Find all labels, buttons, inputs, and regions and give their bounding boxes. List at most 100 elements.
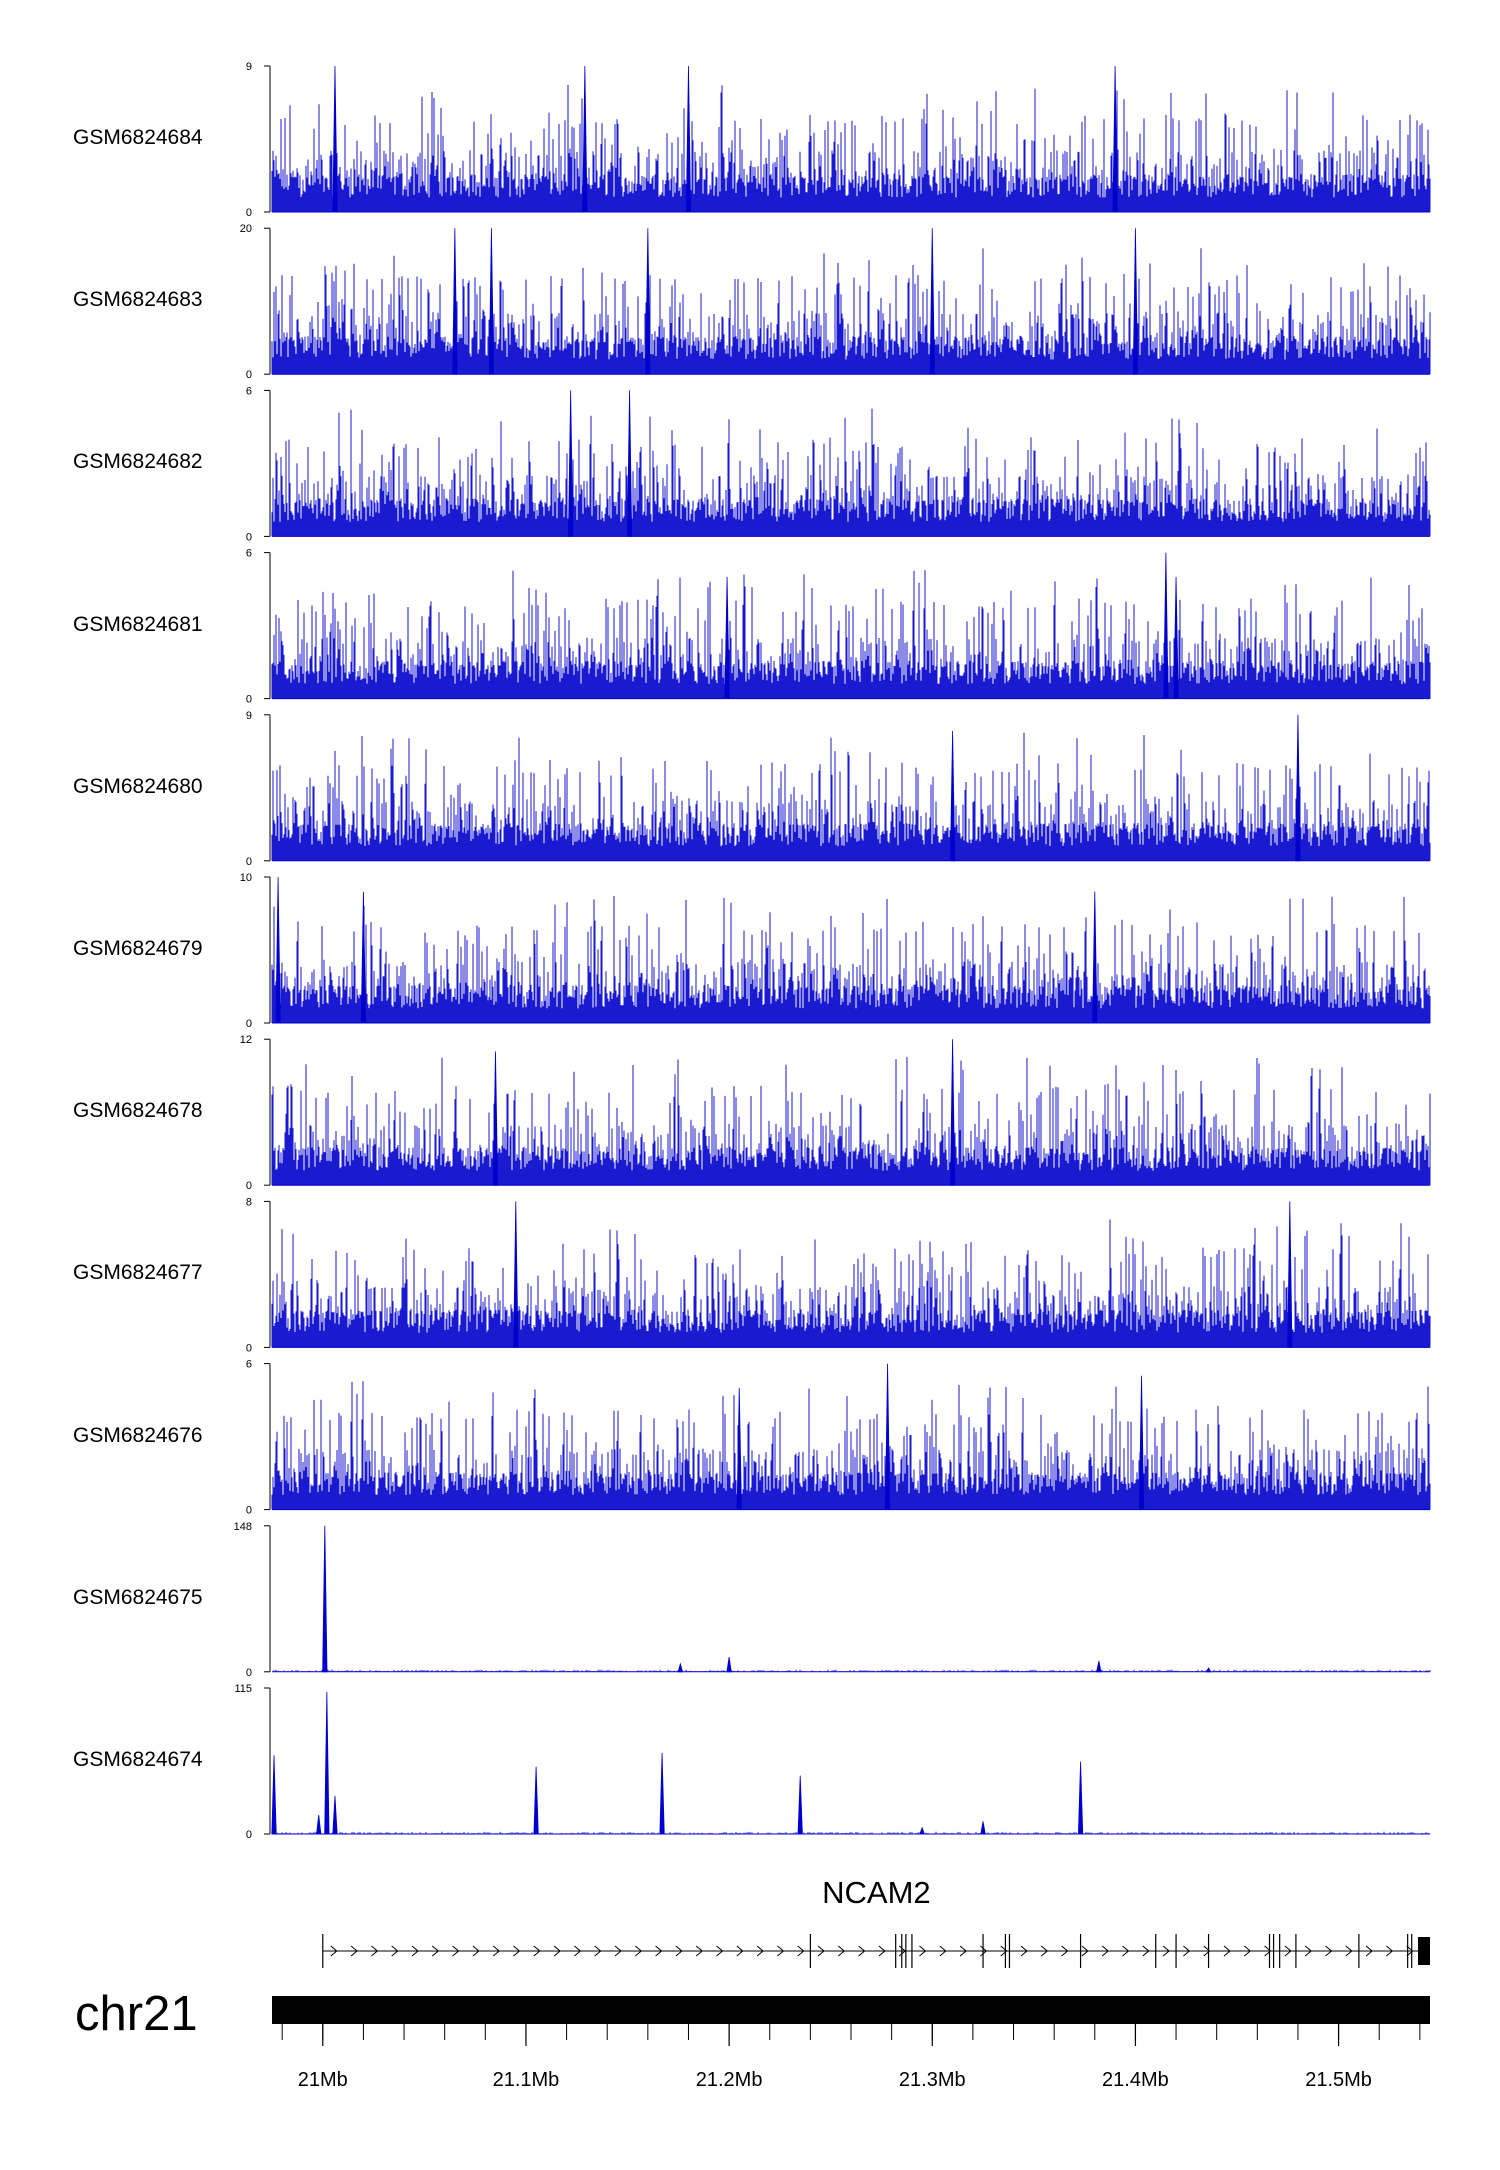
strand-arrow (1284, 1945, 1292, 1957)
strand-arrow (472, 1945, 480, 1957)
y-min-label: 0 (246, 1667, 252, 1679)
strand-arrow (716, 1945, 724, 1957)
strand-arrow (411, 1945, 419, 1957)
coverage-signal (271, 1219, 1431, 1348)
coverage-signal (271, 1381, 1431, 1510)
coverage-peak (1132, 228, 1139, 375)
coverage-peak (685, 65, 692, 213)
strand-arrow (533, 1945, 541, 1957)
strand-arrow (898, 1945, 906, 1957)
coverage-peak (1077, 1761, 1084, 1835)
strand-arrow (371, 1945, 379, 1957)
coverage-peak (1092, 891, 1098, 1024)
gene-track: NCAM2 (322, 1875, 1430, 1968)
chromosome-label: chr21 (75, 1987, 198, 2041)
coverage-peak (724, 576, 730, 699)
coverage-peak (275, 876, 281, 1024)
coverage-signal (271, 732, 1431, 861)
coverage-peak (645, 228, 651, 375)
coverage-peak (797, 1775, 803, 1835)
strand-arrow (1223, 1945, 1231, 1957)
y-max-label: 6 (246, 1359, 252, 1371)
coverage-peak (659, 1752, 665, 1835)
track-label: GSM6824680 (73, 774, 203, 798)
strand-arrow (1203, 1945, 1211, 1957)
track-label: GSM6824675 (73, 1585, 203, 1609)
strand-arrow (492, 1945, 500, 1957)
coverage-peak (488, 228, 495, 375)
strand-arrow (1365, 1945, 1373, 1957)
y-min-label: 0 (246, 1018, 252, 1030)
strand-arrow (736, 1945, 744, 1957)
coverage-peak (316, 1814, 322, 1835)
strand-arrow (452, 1945, 460, 1957)
strand-arrow (1101, 1945, 1109, 1957)
strand-arrow (1000, 1945, 1008, 1957)
track-label: GSM6824676 (73, 1423, 203, 1447)
gene-name-label: NCAM2 (822, 1875, 931, 1910)
coverage-peak (677, 1662, 684, 1673)
strand-arrow (1243, 1945, 1252, 1957)
y-max-label: 10 (240, 872, 252, 884)
coverage-peak (919, 1826, 925, 1835)
coverage-peak (452, 228, 458, 375)
y-min-label: 0 (246, 1342, 252, 1354)
coverage-peak (626, 390, 633, 537)
strand-arrow (431, 1945, 440, 1957)
coverage-peak (492, 1051, 499, 1186)
y-min-label: 0 (246, 1829, 252, 1841)
axis-tick-label: 21.3Mb (899, 2069, 966, 2091)
y-max-label: 9 (246, 710, 252, 722)
coverage-signal (271, 408, 1431, 537)
strand-arrow (675, 1945, 683, 1957)
y-max-label: 9 (246, 61, 252, 73)
y-max-label: 8 (246, 1196, 252, 1208)
track-label: GSM6824681 (73, 612, 203, 636)
track-label: GSM6824683 (73, 288, 203, 312)
strand-arrow (1345, 1945, 1353, 1957)
coverage-peak (1096, 1660, 1102, 1673)
y-max-label: 6 (246, 385, 252, 397)
track-GSM6824680: 90 (246, 710, 1431, 868)
coverage-peak (533, 1766, 539, 1835)
coverage-peak (1138, 1375, 1145, 1510)
coverage-peak (322, 1525, 328, 1673)
track-label: GSM6824684 (73, 126, 203, 149)
y-min-label: 0 (246, 369, 252, 381)
coverage-peak (1287, 1201, 1293, 1348)
strand-arrow (634, 1945, 643, 1957)
strand-arrow (1304, 1945, 1312, 1957)
strand-arrow (959, 1945, 967, 1957)
coverage-peak (324, 1691, 330, 1835)
coverage-peak (949, 1039, 956, 1186)
strand-arrow (980, 1945, 988, 1957)
strand-arrow (1386, 1945, 1394, 1957)
track-label: GSM6824674 (73, 1748, 203, 1771)
strand-arrow (330, 1945, 338, 1957)
coverage-peak (929, 228, 935, 375)
track-label: GSM6824678 (73, 1099, 203, 1123)
track-GSM6824678: 12 0 (240, 1034, 1431, 1192)
track-label: GSM6824677 (73, 1261, 203, 1285)
y-min-label: 0 (246, 694, 252, 706)
y-min-label: 0 (246, 207, 252, 219)
axis-tick-label: 21.1Mb (493, 2069, 560, 2091)
coverage-peak (884, 1363, 891, 1510)
coverage-peak (1163, 552, 1169, 699)
strand-arrow (594, 1945, 602, 1957)
y-max-label: 115 (234, 1683, 252, 1695)
track-GSM6824682: 60 (246, 385, 1431, 543)
coverage-peak (1112, 65, 1118, 213)
axis-tick-label: 21Mb (298, 2069, 348, 2091)
coverage-signal (271, 84, 1431, 212)
y-max-label: 148 (234, 1521, 252, 1533)
coverage-peak (736, 1387, 742, 1510)
coverage-peak (582, 65, 588, 213)
strand-arrow (614, 1945, 622, 1957)
coverage-peak (1205, 1667, 1212, 1673)
strand-arrow (1325, 1945, 1333, 1957)
coverage-signal (271, 570, 1431, 699)
strand-arrow (574, 1945, 582, 1957)
